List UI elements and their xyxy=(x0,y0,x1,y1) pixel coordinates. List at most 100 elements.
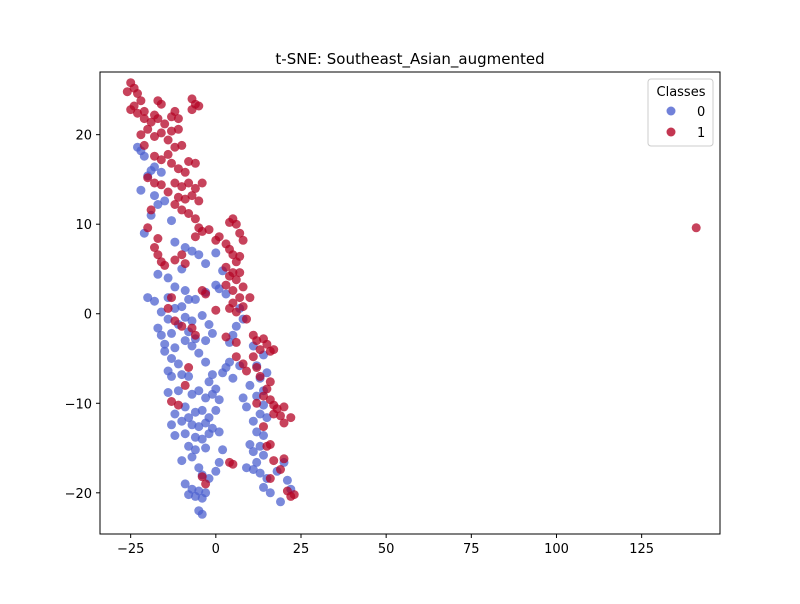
data-point-class-0 xyxy=(150,191,159,201)
data-point-class-1 xyxy=(190,183,200,193)
data-point-class-1 xyxy=(276,411,285,421)
data-point-class-0 xyxy=(170,237,180,247)
data-point-class-0 xyxy=(184,441,194,451)
data-point-class-0 xyxy=(201,259,211,269)
data-point-class-1 xyxy=(231,337,241,347)
data-point-class-1 xyxy=(177,321,187,331)
data-point-class-1 xyxy=(173,192,183,202)
data-point-class-0 xyxy=(150,296,159,306)
data-point-class-1 xyxy=(259,422,268,432)
data-point-class-1 xyxy=(242,366,251,376)
data-point-class-1 xyxy=(190,232,200,242)
data-point-class-1 xyxy=(242,314,251,324)
data-point-class-1 xyxy=(153,234,163,243)
data-point-class-0 xyxy=(231,321,241,331)
data-point-class-1 xyxy=(187,105,197,115)
x-tick-label: −25 xyxy=(117,542,144,557)
data-point-class-0 xyxy=(187,316,197,326)
data-point-class-0 xyxy=(170,303,180,313)
data-point-class-0 xyxy=(160,196,170,206)
data-point-class-0 xyxy=(194,422,204,432)
data-point-class-1 xyxy=(197,178,207,188)
data-point-class-0 xyxy=(180,336,190,346)
data-point-class-0 xyxy=(207,389,217,399)
data-point-class-0 xyxy=(190,407,200,417)
data-point-class-0 xyxy=(259,400,268,410)
data-point-class-1 xyxy=(221,332,231,342)
data-point-class-1 xyxy=(139,140,149,150)
y-tick-label: 20 xyxy=(75,129,92,144)
data-point-class-1 xyxy=(231,275,241,285)
data-point-class-1 xyxy=(133,89,142,98)
data-point-class-0 xyxy=(197,493,207,503)
data-point-class-0 xyxy=(262,413,272,423)
data-point-class-0 xyxy=(255,441,265,451)
data-point-class-1 xyxy=(211,305,221,315)
x-tick-label: 50 xyxy=(378,542,395,557)
data-point-class-1 xyxy=(184,178,194,188)
data-point-class-0 xyxy=(218,445,228,455)
data-point-class-1 xyxy=(228,286,238,295)
data-point-class-1 xyxy=(156,180,166,190)
data-point-class-1 xyxy=(228,250,238,260)
data-point-class-1 xyxy=(238,302,248,312)
data-point-class-0 xyxy=(245,380,255,390)
data-point-class-1 xyxy=(276,465,285,474)
data-point-class-0 xyxy=(190,491,200,501)
data-point-class-0 xyxy=(180,243,190,252)
data-point-class-1 xyxy=(221,262,231,272)
y-axis: −20 −10 0 10 20 xyxy=(65,129,100,502)
data-point-class-1 xyxy=(269,345,279,355)
data-point-class-0 xyxy=(242,402,251,412)
legend-marker-1 xyxy=(666,127,676,137)
data-point-class-0 xyxy=(255,468,265,478)
data-point-class-1 xyxy=(150,243,159,252)
y-tick-label: −10 xyxy=(65,397,92,412)
data-point-class-0 xyxy=(184,294,194,304)
data-point-class-1 xyxy=(170,142,180,152)
x-tick-label: 25 xyxy=(293,542,310,557)
data-point-class-0 xyxy=(197,434,207,444)
data-point-class-1 xyxy=(167,158,176,168)
data-point-class-0 xyxy=(180,429,190,439)
data-point-class-1 xyxy=(245,293,255,303)
data-point-class-1 xyxy=(146,117,156,127)
data-point-class-0 xyxy=(153,323,163,333)
data-point-class-1 xyxy=(133,108,142,118)
data-point-class-0 xyxy=(211,405,221,415)
data-point-class-0 xyxy=(163,388,173,397)
data-point-class-0 xyxy=(207,328,217,338)
data-point-class-1 xyxy=(187,323,197,333)
data-point-class-1 xyxy=(143,124,153,134)
data-point-class-0 xyxy=(211,248,221,258)
data-point-class-0 xyxy=(204,377,214,387)
data-point-class-1 xyxy=(150,132,159,141)
data-point-class-1 xyxy=(126,105,136,115)
data-point-class-1 xyxy=(173,400,183,410)
data-point-class-0 xyxy=(177,302,187,312)
data-point-class-0 xyxy=(153,269,163,279)
data-point-class-0 xyxy=(170,282,180,292)
data-point-class-1 xyxy=(279,454,289,464)
data-point-class-0 xyxy=(184,371,194,381)
data-point-class-1 xyxy=(194,101,204,111)
data-point-class-0 xyxy=(248,465,258,474)
data-point-class-0 xyxy=(259,431,268,440)
data-point-class-1 xyxy=(139,114,149,124)
data-point-class-0 xyxy=(194,386,204,396)
data-point-class-1 xyxy=(136,96,146,106)
data-point-class-0 xyxy=(136,185,146,195)
data-point-class-0 xyxy=(204,429,214,439)
data-point-class-0 xyxy=(214,457,224,467)
data-point-class-1 xyxy=(248,352,258,362)
data-point-class-0 xyxy=(177,416,187,426)
data-point-class-0 xyxy=(160,339,170,349)
data-point-class-1 xyxy=(269,409,279,419)
data-point-class-1 xyxy=(177,140,187,150)
data-point-class-1 xyxy=(214,232,224,242)
data-point-class-1 xyxy=(167,293,176,303)
data-point-class-0 xyxy=(225,357,234,367)
legend: Classes 0 1 xyxy=(647,78,714,147)
data-point-class-0 xyxy=(248,447,258,457)
data-point-class-1 xyxy=(170,178,180,188)
